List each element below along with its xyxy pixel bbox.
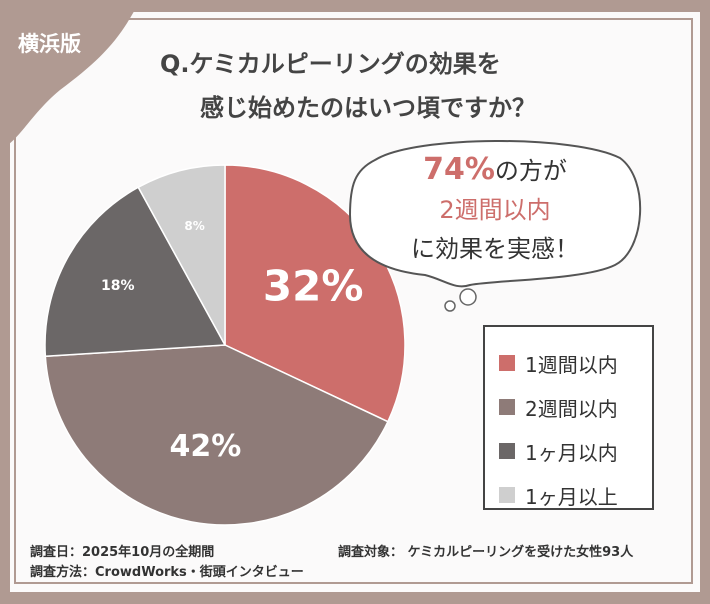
title-line1: Q.ケミカルピーリングの効果を <box>160 50 501 78</box>
frame <box>14 18 693 584</box>
pie-label: 8% <box>184 219 204 233</box>
legend-item: 1週間以内 <box>499 341 652 385</box>
callout-line3: に効果を実感！ <box>411 235 579 263</box>
legend-swatch <box>499 487 515 503</box>
pie-label: 32% <box>263 262 364 311</box>
badge-shape <box>0 0 140 150</box>
pie-label: 18% <box>101 278 135 294</box>
speech-bubble <box>348 140 641 312</box>
callout-text: 74%の方が 2週間以内 に効果を実感！ <box>345 150 645 269</box>
page-title: Q.ケミカルピーリングの効果を 感じ始めたのはいつ頃ですか？ <box>160 42 536 130</box>
survey-date: 調査日：2025年10月の全期間 <box>30 545 215 560</box>
pie-slice <box>44 186 227 358</box>
legend-item: 2週間以内 <box>499 385 652 429</box>
legend: 1週間以内 2週間以内 1ヶ月以内 1ヶ月以上 <box>483 325 654 510</box>
legend-swatch <box>499 443 515 459</box>
title-line2: 感じ始めたのはいつ頃ですか？ <box>200 94 536 122</box>
legend-swatch <box>499 399 515 415</box>
legend-item: 1ヶ月以内 <box>499 429 652 473</box>
legend-label: 2週間以内 <box>525 396 618 421</box>
callout-line2: 2週間以内 <box>439 196 551 224</box>
callout-percent: 74% <box>423 152 495 187</box>
legend-label: 1ヶ月以上 <box>525 484 618 509</box>
legend-item: 1ヶ月以上 <box>499 473 652 517</box>
legend-label: 1ヶ月以内 <box>525 440 618 465</box>
survey-method: 調査方法：CrowdWorks・街頭インタビュー <box>30 565 304 580</box>
legend-swatch <box>499 355 515 371</box>
pie-label: 42% <box>170 429 242 464</box>
survey-target: 調査対象： ケミカルピーリングを受けた女性93人 <box>338 545 634 560</box>
legend-label: 1週間以内 <box>525 352 618 377</box>
pie-slice <box>44 344 389 526</box>
pie-slice <box>137 164 226 346</box>
callout-line1: の方が <box>494 157 567 185</box>
badge: 横浜版 <box>18 32 81 56</box>
